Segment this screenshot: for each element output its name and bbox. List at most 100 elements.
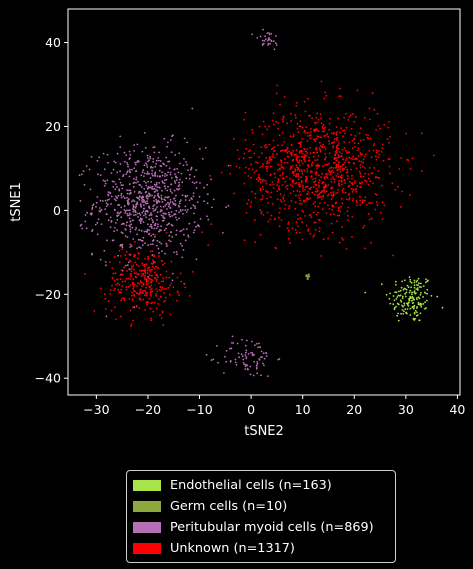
data-point [106, 153, 109, 156]
data-point [283, 208, 286, 210]
data-point [317, 211, 319, 214]
data-point [283, 96, 286, 98]
data-point [115, 183, 117, 186]
data-point [114, 161, 117, 164]
data-point [177, 171, 180, 174]
data-point [132, 219, 134, 222]
data-point [132, 238, 135, 240]
data-point [129, 170, 131, 173]
data-point [113, 256, 116, 258]
data-point [365, 180, 368, 183]
data-point [341, 237, 343, 240]
data-point [126, 192, 129, 195]
data-point [158, 282, 160, 285]
data-point [227, 204, 230, 207]
data-point [279, 199, 282, 201]
data-point [140, 186, 143, 188]
data-point [251, 129, 254, 131]
data-point [354, 182, 356, 184]
data-point [286, 227, 289, 230]
data-point [245, 166, 247, 169]
data-point [143, 132, 146, 134]
data-point [364, 167, 366, 169]
data-point [110, 309, 113, 312]
data-point [307, 97, 309, 100]
data-point [299, 217, 301, 220]
data-point [288, 229, 290, 232]
data-point [393, 299, 396, 302]
data-point [122, 175, 124, 178]
data-point [181, 194, 184, 197]
data-point [179, 162, 181, 165]
data-point [89, 212, 92, 215]
data-point [163, 217, 166, 220]
data-point [251, 131, 254, 134]
data-point [348, 156, 351, 159]
data-point [266, 197, 268, 200]
data-point [392, 254, 394, 257]
data-point [364, 247, 366, 250]
data-point [405, 288, 408, 291]
data-point [272, 183, 275, 186]
data-point [358, 182, 361, 184]
data-point [314, 140, 317, 143]
data-point [141, 150, 144, 153]
data-point [368, 166, 371, 169]
data-point [195, 181, 198, 184]
data-point [169, 215, 172, 218]
data-point [408, 276, 411, 279]
data-point [176, 188, 178, 190]
data-point [348, 197, 351, 199]
data-point [415, 288, 418, 290]
data-point [422, 285, 425, 287]
data-point [145, 263, 148, 266]
data-point [121, 244, 123, 247]
data-point [294, 207, 297, 210]
data-point [130, 244, 133, 246]
data-point [299, 199, 302, 202]
data-point [290, 120, 293, 122]
data-point [162, 280, 165, 283]
data-point [278, 358, 281, 360]
data-point [129, 278, 132, 281]
data-point [135, 176, 138, 179]
data-point [278, 225, 281, 228]
data-point [402, 313, 405, 315]
data-point [365, 153, 367, 156]
data-point [107, 300, 110, 303]
data-point [121, 273, 124, 276]
data-point [418, 319, 421, 322]
data-point [278, 185, 280, 188]
data-point [269, 196, 272, 199]
data-point [168, 202, 171, 205]
data-point [331, 208, 333, 211]
data-point [133, 290, 136, 293]
data-point [295, 221, 298, 224]
data-point [318, 179, 321, 182]
data-point [380, 150, 383, 153]
data-point [130, 223, 133, 226]
data-point [376, 204, 379, 207]
data-point [244, 354, 247, 357]
data-point [346, 168, 349, 171]
data-point [307, 198, 310, 201]
data-point [188, 295, 191, 297]
data-point [381, 201, 384, 204]
data-point [291, 179, 294, 182]
data-point [146, 154, 149, 157]
data-point [281, 144, 283, 147]
data-point [292, 149, 295, 152]
data-point [301, 170, 303, 173]
data-point [153, 301, 156, 304]
data-point [121, 232, 124, 235]
data-point [114, 272, 117, 275]
data-point [328, 143, 331, 145]
data-point [165, 164, 168, 167]
data-point [136, 257, 139, 260]
data-point [341, 148, 344, 151]
data-point [166, 189, 169, 192]
data-point [337, 163, 339, 166]
data-point [156, 186, 159, 188]
